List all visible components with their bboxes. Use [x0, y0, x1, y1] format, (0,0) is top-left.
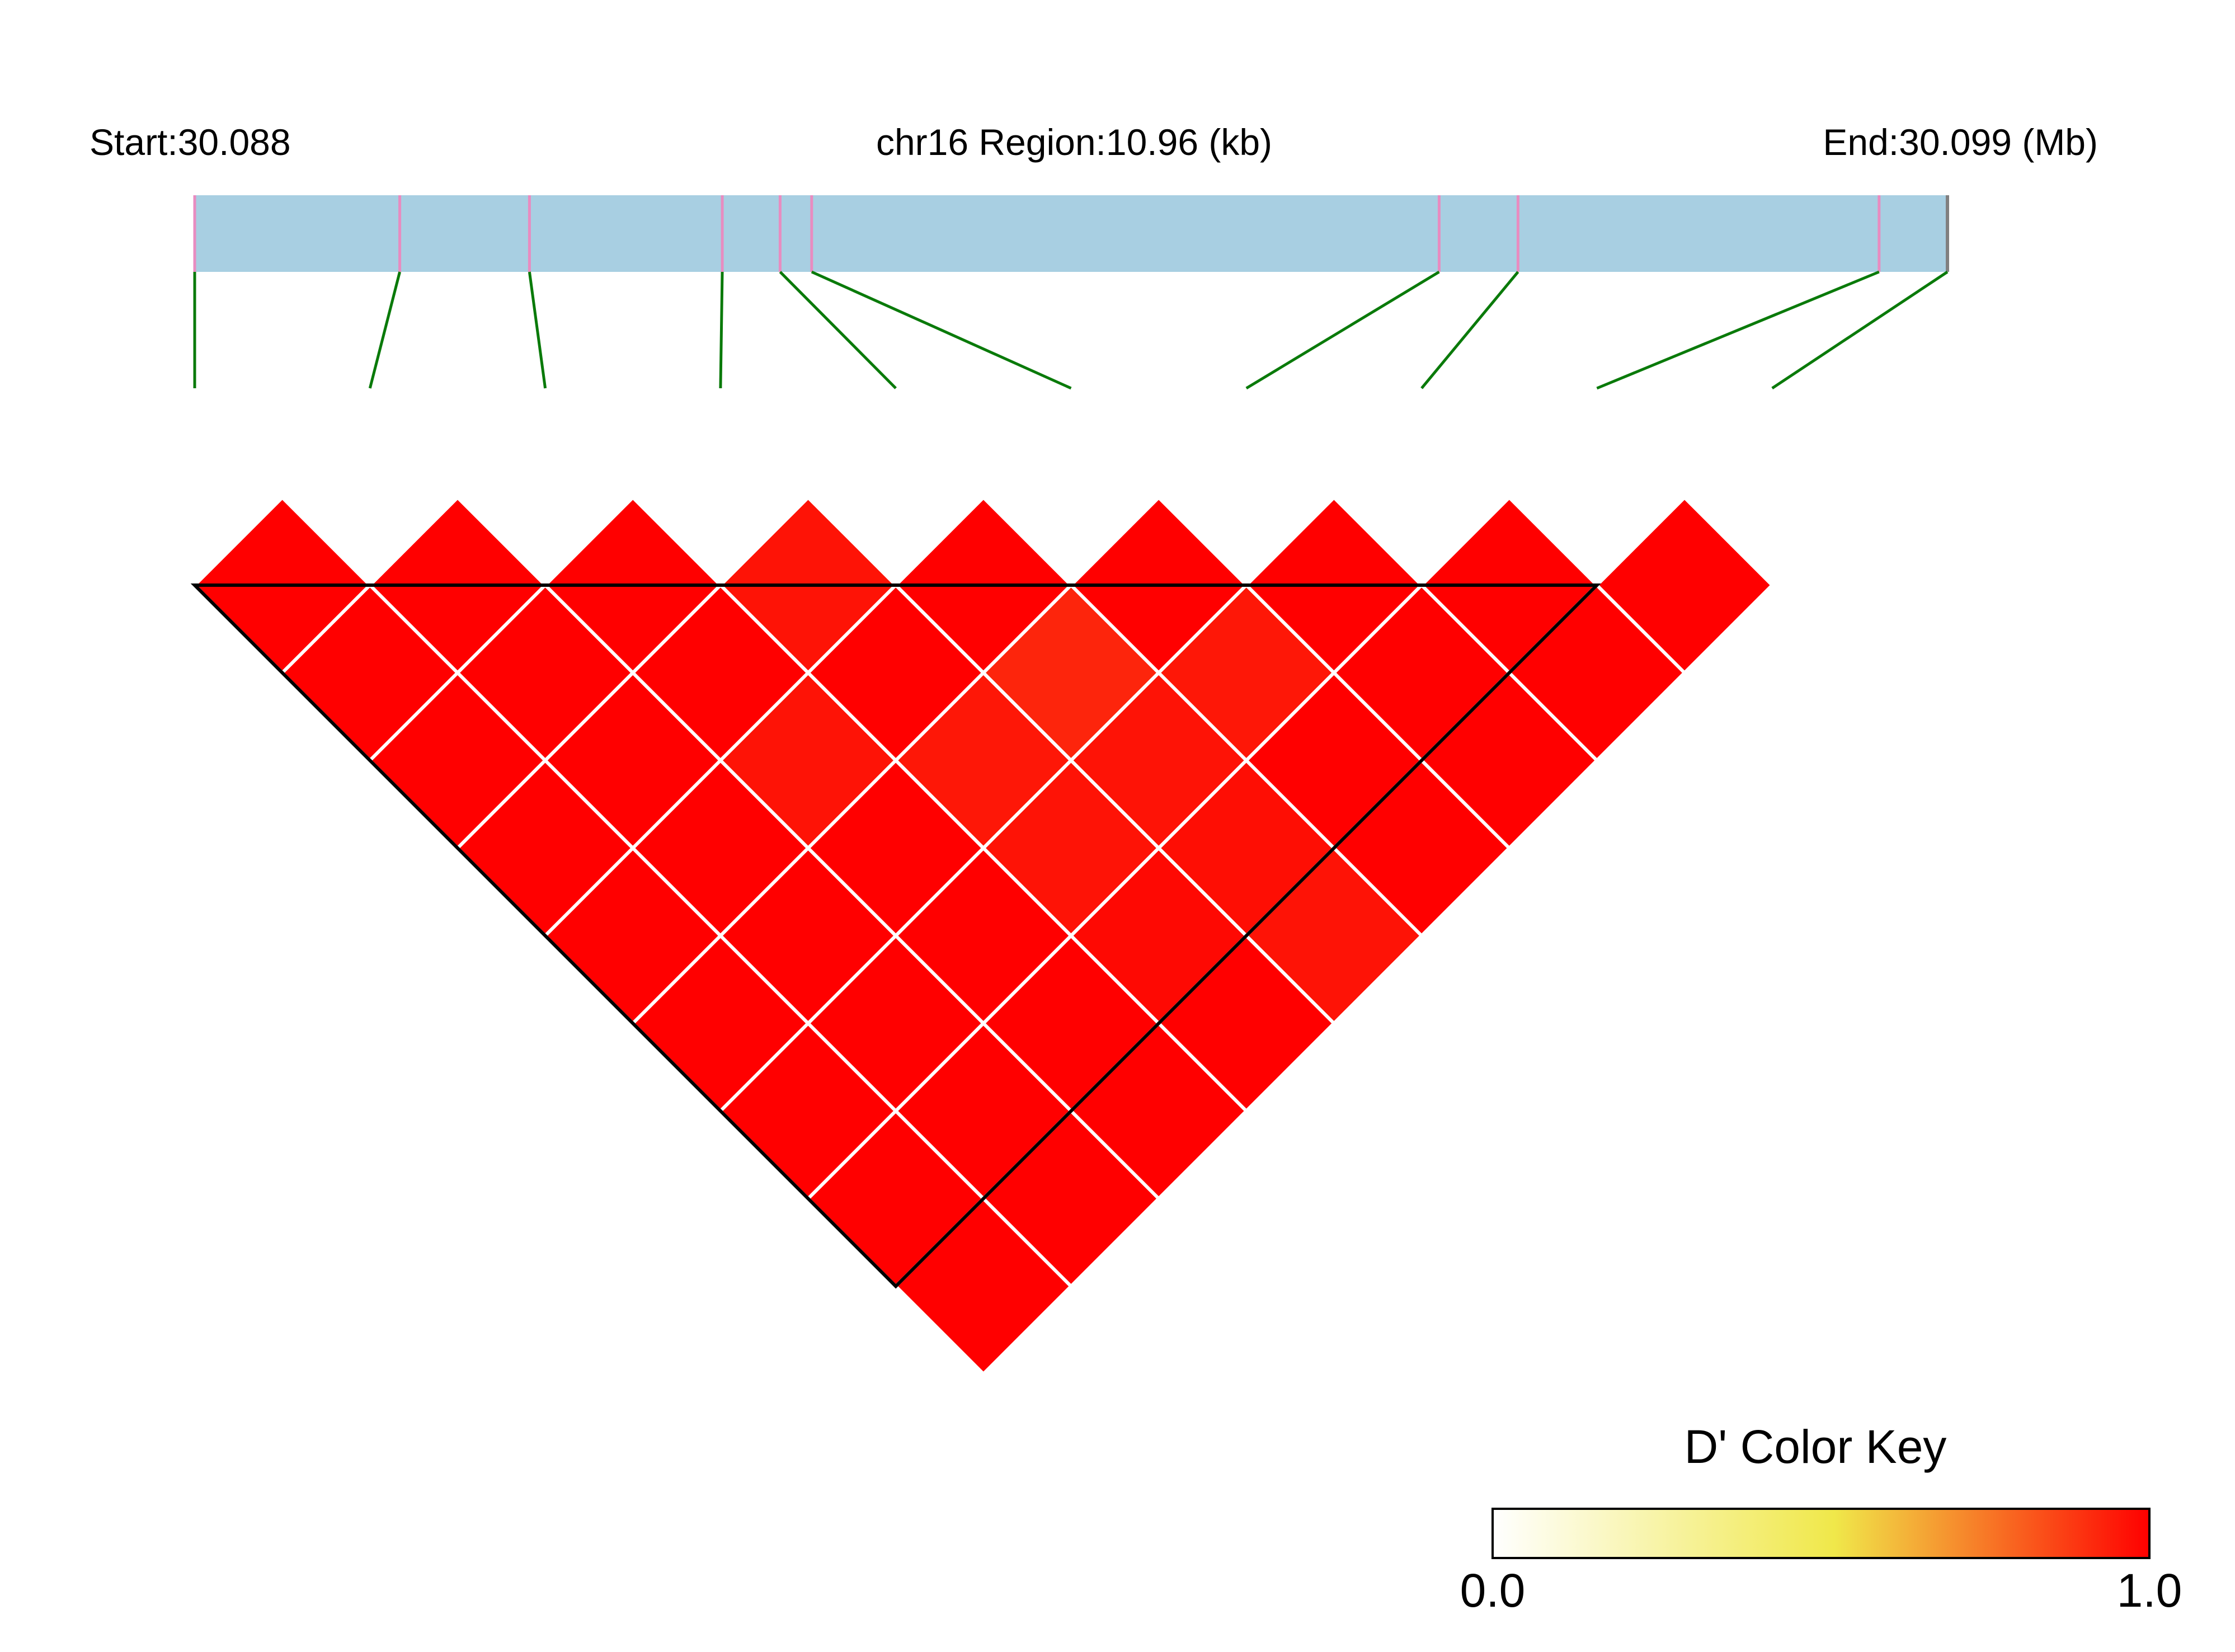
region-start-label: Start:30.088: [90, 121, 291, 163]
region-title: chr16 Region:10.96 (kb): [876, 121, 1272, 163]
snp-connector-line: [368, 271, 401, 389]
snp-connector-lines: [193, 270, 1949, 390]
color-key-min-label: 0.0: [1460, 1564, 1526, 1617]
ld-block-outlines: [190, 583, 1601, 1289]
color-key-gradient: [1491, 1508, 2151, 1559]
color-key-title: D' Color Key: [1685, 1420, 1947, 1473]
ld-block-outline: [190, 583, 1601, 1289]
ld-cell: [1594, 495, 1775, 675]
snp-connector-line: [719, 271, 724, 389]
ld-cells: [192, 495, 1775, 1377]
region-bar: [195, 195, 1947, 272]
snp-connector-line: [528, 271, 547, 389]
snp-position-ticks: [193, 195, 1881, 272]
snp-connector-line: [1596, 270, 1880, 390]
snp-connector-line: [1420, 271, 1519, 389]
snp-connector-line: [811, 270, 1072, 390]
region-end-label: End:30.099 (Mb): [1823, 121, 2098, 163]
snp-connector-line: [1771, 270, 1949, 390]
snp-connector-line: [779, 271, 897, 389]
snp-connector-line: [1245, 270, 1440, 390]
color-key-max-label: 1.0: [2117, 1564, 2182, 1617]
